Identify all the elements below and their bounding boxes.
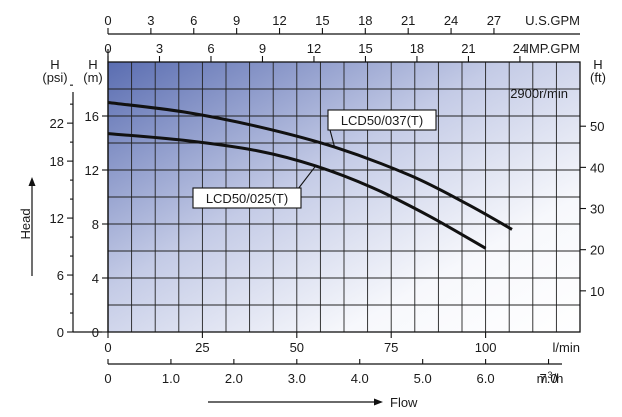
speed-label: 2900r/min <box>510 86 568 101</box>
y-psi-unit-label: (psi) <box>42 70 67 85</box>
x-top-tick-label: 24 <box>513 41 527 56</box>
y-psi-tick-label: 6 <box>57 268 64 283</box>
curves <box>107 101 513 250</box>
y-psi-tick-label: 18 <box>50 154 64 169</box>
x-tick-label: 25 <box>195 340 209 355</box>
x-top-unit-label: U.S.GPM <box>525 13 580 28</box>
y-axis-title: Head <box>18 177 36 276</box>
x-axis-title-arrowhead <box>374 398 383 406</box>
y-ft-tick-label: 50 <box>590 119 604 134</box>
x-top-tick-label: 9 <box>259 41 266 56</box>
y-ft-tick-label: 20 <box>590 243 604 258</box>
y-psi-unit-prefix: H <box>50 57 59 72</box>
y-ft-tick-label: 10 <box>590 284 604 299</box>
x2-tick-label: 4.0 <box>351 371 369 386</box>
y-tick-label: 8 <box>92 217 99 232</box>
x-top-tick-label: 0 <box>104 41 111 56</box>
x-top-tick-label: 0 <box>104 13 111 28</box>
x-top-tick-label: 6 <box>207 41 214 56</box>
x2-unit-label: m3/h <box>537 370 564 386</box>
x2-tick-label: 5.0 <box>414 371 432 386</box>
y-tick-label: 16 <box>85 109 99 124</box>
x-axis-title: Flow <box>208 395 418 410</box>
series-leader-1 <box>297 165 317 190</box>
y-unit-prefix: H <box>88 57 97 72</box>
x2-tick-label: 6.0 <box>477 371 495 386</box>
grid <box>108 62 580 332</box>
x-unit-label: l/min <box>553 340 580 355</box>
series-label-text-1: LCD50/025(T) <box>206 191 288 206</box>
x-axis-title-text: Flow <box>390 395 418 410</box>
x-top-tick-label: 6 <box>190 13 197 28</box>
y-psi-tick-label: 12 <box>50 211 64 226</box>
x2-tick-label: 2.0 <box>225 371 243 386</box>
x-tick-label: 50 <box>290 340 304 355</box>
series-label-1: LCD50/025(T) <box>192 187 302 209</box>
y-ft-unit-prefix: H <box>593 57 602 72</box>
x-top-tick-label: 12 <box>307 41 321 56</box>
x-top-tick-label: 27 <box>487 13 501 28</box>
x2-tick-label: 1.0 <box>162 371 180 386</box>
series-label-text-0: LCD50/037(T) <box>341 113 423 128</box>
series-leader-0 <box>329 129 336 148</box>
y-psi-tick-label: 0 <box>57 325 64 340</box>
x-top-tick-label: 21 <box>461 41 475 56</box>
x-tick-label: 100 <box>475 340 497 355</box>
x2-tick-label: 7.0 <box>539 371 557 386</box>
x-top-tick-label: 15 <box>358 41 372 56</box>
x2-tick-label: 0 <box>104 371 111 386</box>
x-top-tick-label: 3 <box>147 13 154 28</box>
y-ft-tick-label: 40 <box>590 160 604 175</box>
x-top-tick-label: 24 <box>444 13 458 28</box>
x-tick-label: 0 <box>104 340 111 355</box>
y-tick-label: 12 <box>85 163 99 178</box>
series-label-0: LCD50/037(T) <box>327 109 437 131</box>
x-top-tick-label: 9 <box>233 13 240 28</box>
x-top-tick-label: 18 <box>358 13 372 28</box>
y-ft-unit-label: (ft) <box>590 70 606 85</box>
x-top-tick-label: 18 <box>410 41 424 56</box>
x2-tick-label: 3.0 <box>288 371 306 386</box>
y-axis-title-arrowhead <box>28 177 36 186</box>
x-top-tick-label: 21 <box>401 13 415 28</box>
y-ft-tick-label: 30 <box>590 202 604 217</box>
y-tick-label: 4 <box>92 271 99 286</box>
series-line-1 <box>107 132 487 250</box>
y-unit-label: (m) <box>83 70 103 85</box>
x-top-unit-label: IMP.GPM <box>525 41 580 56</box>
series-line-0 <box>107 101 513 231</box>
x-top-tick-label: 15 <box>315 13 329 28</box>
x-top-tick-label: 12 <box>272 13 286 28</box>
x-top-tick-label: 3 <box>156 41 163 56</box>
y-axis-title-text: Head <box>18 208 33 239</box>
x-tick-label: 75 <box>384 340 398 355</box>
y-psi-tick-label: 22 <box>50 116 64 131</box>
